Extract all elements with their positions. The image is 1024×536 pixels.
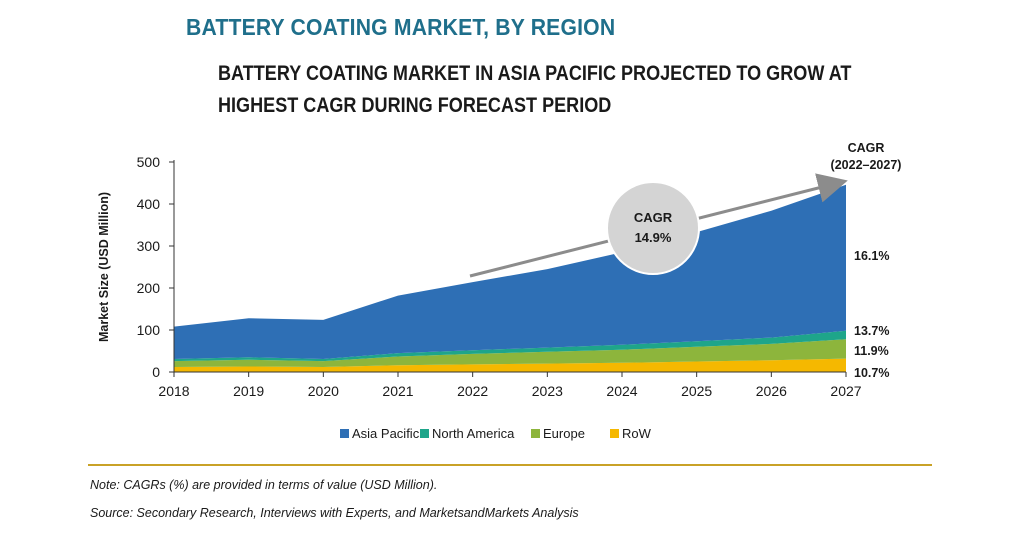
cagr-label-north-america: 13.7% (854, 324, 889, 338)
legend-label-europe: Europe (543, 426, 585, 441)
legend-label-asia-pacific: Asia Pacific (352, 426, 420, 441)
y-tick-label: 400 (137, 196, 161, 212)
footer-divider (88, 464, 932, 466)
legend-label-row: RoW (622, 426, 652, 441)
x-tick-label: 2025 (681, 383, 712, 399)
cagr-bubble-label: CAGR (634, 210, 673, 225)
y-tick-label: 500 (137, 154, 161, 170)
x-tick-label: 2024 (606, 383, 637, 399)
x-tick-label: 2023 (532, 383, 563, 399)
source-note: Source: Secondary Research, Interviews w… (90, 506, 579, 520)
legend-swatch-asia-pacific (340, 429, 349, 438)
y-tick-label: 200 (137, 280, 161, 296)
cagr-label-europe: 11.9% (854, 344, 889, 358)
y-tick-label: 300 (137, 238, 161, 254)
y-tick-label: 0 (152, 364, 160, 380)
x-tick-label: 2020 (308, 383, 339, 399)
annotations-group: CAGR 14.9% CAGR (2022–2027) 10.7% 11.9% 13.7% 1… (469, 141, 902, 380)
cagr-bubble (606, 181, 700, 275)
legend: Asia Pacific North America Europe RoW (340, 426, 652, 441)
cagr-label-row: 10.7% (854, 366, 889, 380)
axes-group: 0 100 200 300 400 500 2018 2019 2020 2021 2022 2023… (97, 154, 862, 399)
cagr-header-line-1: CAGR (848, 141, 885, 155)
area-series-group (174, 184, 846, 372)
footnote: Note: CAGRs (%) are provided in terms of… (90, 478, 438, 492)
legend-label-north-america: North America (432, 426, 515, 441)
legend-swatch-north-america (420, 429, 429, 438)
x-tick-label: 2021 (382, 383, 413, 399)
subtitle-line-1: BATTERY COATING MARKET IN ASIA PACIFIC P… (218, 62, 852, 85)
x-tick-label: 2026 (756, 383, 787, 399)
y-tick-label: 100 (137, 322, 161, 338)
cagr-header-line-2: (2022–2027) (831, 158, 902, 172)
cagr-bubble-value: 14.9% (635, 230, 672, 245)
area-europe (174, 339, 846, 367)
cagr-label-asia-pacific: 16.1% (854, 249, 889, 263)
x-tick-label: 2022 (457, 383, 488, 399)
legend-swatch-europe (531, 429, 540, 438)
subtitle-line-2: HIGHEST CAGR DURING FORECAST PERIOD (218, 94, 612, 117)
legend-swatch-row (610, 429, 619, 438)
area-asia-pacific (174, 184, 846, 359)
area-north-america (174, 330, 846, 362)
x-tick-label: 2018 (158, 383, 189, 399)
chart-subtitle: BATTERY COATING MARKET IN ASIA PACIFIC P… (218, 58, 852, 122)
area-row (174, 358, 846, 372)
x-tick-label: 2019 (233, 383, 264, 399)
y-axis-title: Market Size (USD Million) (97, 192, 111, 342)
chart-title: BATTERY COATING MARKET, BY REGION (186, 14, 616, 40)
x-tick-label: 2027 (830, 383, 861, 399)
